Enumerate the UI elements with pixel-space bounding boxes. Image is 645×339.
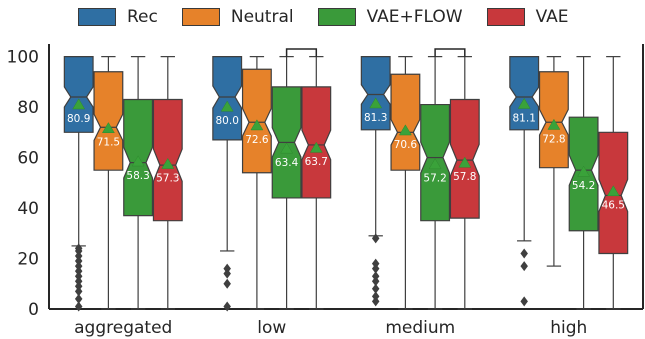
outlier-point bbox=[371, 233, 380, 244]
outlier-point bbox=[74, 276, 83, 287]
mean-label: 57.3 bbox=[156, 172, 179, 184]
mean-label: 58.3 bbox=[126, 170, 149, 182]
mean-marker bbox=[161, 157, 175, 169]
legend-item-neutral[interactable]: Neutral bbox=[181, 7, 294, 27]
mean-label: 70.6 bbox=[394, 139, 418, 151]
y-tick-label: 60 bbox=[17, 149, 39, 169]
outlier-point bbox=[371, 283, 380, 294]
outlier-point bbox=[223, 301, 231, 312]
outlier-point bbox=[74, 245, 83, 256]
mean-marker bbox=[458, 156, 472, 168]
box bbox=[360, 56, 391, 131]
y-tick-label: 40 bbox=[17, 199, 39, 219]
outlier-point bbox=[371, 276, 380, 287]
outlier-point bbox=[371, 271, 380, 282]
outlier-point bbox=[223, 278, 231, 289]
mean-marker bbox=[280, 142, 294, 154]
y-tick-label: 100 bbox=[7, 48, 39, 68]
mean-marker bbox=[309, 141, 323, 153]
mean-marker bbox=[428, 158, 442, 170]
x-tick-label: aggregated bbox=[74, 318, 172, 338]
box bbox=[509, 56, 540, 131]
legend-item-vae[interactable]: VAE bbox=[486, 7, 569, 27]
mean-label: 57.2 bbox=[423, 173, 446, 185]
y-tick-label: 0 bbox=[28, 300, 39, 320]
legend-item-rec[interactable]: Rec bbox=[78, 7, 158, 27]
outlier-point bbox=[74, 271, 83, 282]
outlier-point bbox=[371, 291, 380, 302]
mean-label: 63.4 bbox=[275, 157, 299, 169]
mean-label: 54.2 bbox=[572, 180, 595, 192]
mean-label: 46.5 bbox=[602, 200, 625, 212]
outlier-point bbox=[371, 296, 380, 307]
outlier-point bbox=[74, 256, 83, 267]
legend-label-rec: Rec bbox=[127, 7, 158, 27]
box bbox=[63, 56, 94, 133]
mean-label: 81.1 bbox=[513, 112, 536, 124]
x-tick-label: medium bbox=[385, 318, 455, 338]
x-tick-label: high bbox=[550, 318, 587, 338]
box bbox=[212, 56, 243, 141]
mean-marker bbox=[369, 97, 383, 109]
outlier-point bbox=[74, 286, 83, 297]
mean-label: 63.7 bbox=[305, 156, 328, 168]
legend-label-vae: VAE bbox=[535, 7, 569, 27]
legend-item-vae-flow[interactable]: VAE+FLOW bbox=[317, 7, 463, 27]
x-tick-label: low bbox=[257, 318, 286, 338]
mean-marker bbox=[250, 119, 264, 131]
outlier-point bbox=[223, 268, 231, 279]
outlier-point bbox=[74, 301, 83, 312]
outlier-point bbox=[371, 263, 380, 274]
mean-label: 72.8 bbox=[542, 133, 565, 145]
legend: Rec Neutral VAE+FLOW VAE bbox=[78, 5, 593, 29]
mean-marker bbox=[606, 185, 620, 197]
outlier-point bbox=[223, 263, 231, 274]
legend-label-neutral: Neutral bbox=[230, 7, 294, 27]
legend-swatch-neutral bbox=[181, 8, 220, 26]
outlier-point bbox=[74, 261, 83, 272]
mean-marker bbox=[131, 155, 145, 167]
mean-label: 81.3 bbox=[364, 112, 387, 124]
outlier-point bbox=[520, 248, 528, 259]
outlier-point bbox=[371, 258, 380, 269]
mean-label: 71.5 bbox=[97, 137, 120, 149]
mean-marker bbox=[101, 122, 115, 133]
mean-label: 80.9 bbox=[67, 113, 90, 125]
mean-marker bbox=[577, 165, 591, 177]
mean-marker bbox=[517, 97, 531, 109]
y-tick-label: 80 bbox=[17, 98, 39, 118]
legend-swatch-vae bbox=[486, 8, 525, 26]
legend-swatch-rec bbox=[78, 8, 116, 26]
mean-label: 72.6 bbox=[245, 134, 269, 146]
outlier-point bbox=[74, 266, 83, 277]
outlier-point bbox=[74, 281, 83, 292]
significance-bracket bbox=[285, 48, 318, 57]
outlier-point bbox=[74, 251, 83, 261]
mean-marker bbox=[547, 118, 561, 130]
outlier-point bbox=[520, 296, 528, 307]
box bbox=[390, 73, 421, 171]
outlier-point bbox=[74, 293, 83, 304]
mean-label: 57.8 bbox=[453, 171, 476, 183]
significance-bracket bbox=[434, 48, 466, 57]
legend-label-vae-flow: VAE+FLOW bbox=[366, 7, 463, 27]
mean-marker bbox=[398, 124, 412, 136]
outlier-point bbox=[520, 261, 528, 272]
mean-marker bbox=[220, 100, 234, 112]
mean-marker bbox=[72, 98, 86, 110]
legend-swatch-vae-flow bbox=[317, 8, 356, 26]
y-tick-label: 20 bbox=[17, 250, 39, 270]
mean-label: 80.0 bbox=[216, 115, 239, 127]
box bbox=[93, 71, 124, 171]
